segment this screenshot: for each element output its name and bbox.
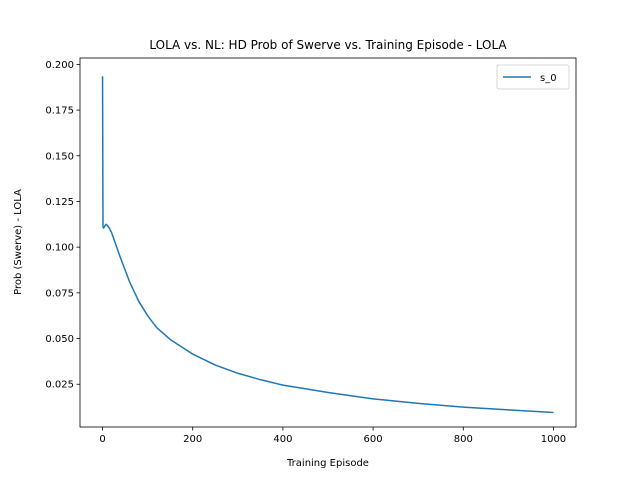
x-tick-label: 200 — [183, 434, 202, 445]
y-axis: 0.025 0.050 0.075 0.100 0.125 0.150 0.175 0.200 — [45, 60, 80, 391]
y-tick-label: 0.200 — [45, 60, 74, 71]
x-tick-label: 1000 — [541, 434, 566, 445]
x-axis-label: Training Episode — [286, 458, 369, 469]
x-tick-label: 800 — [454, 434, 473, 445]
x-axis: 0 200 400 600 800 1000 — [99, 427, 566, 445]
plot-area — [79, 57, 577, 428]
legend-box — [496, 64, 570, 90]
legend: s_0 — [496, 64, 570, 90]
y-tick-label: 0.075 — [45, 288, 74, 299]
y-tick-label: 0.125 — [45, 197, 74, 208]
y-tick-label: 0.050 — [45, 334, 74, 345]
y-tick-label: 0.150 — [45, 151, 74, 162]
x-tick-label: 400 — [273, 434, 292, 445]
y-tick-label: 0.100 — [45, 243, 74, 254]
y-tick-label: 0.175 — [45, 106, 74, 117]
x-tick-label: 600 — [364, 434, 383, 445]
series-line-s_0 — [101, 76, 554, 414]
y-tick-label: 0.025 — [45, 380, 74, 391]
chart-title: LOLA vs. NL: HD Prob of Swerve vs. Train… — [149, 38, 507, 52]
plot-frame — [79, 57, 577, 428]
x-tick-label: 0 — [99, 434, 105, 445]
legend-label-s_0: s_0 — [540, 73, 557, 84]
y-axis-label: Prob (Swerve) - LOLA — [13, 189, 24, 295]
